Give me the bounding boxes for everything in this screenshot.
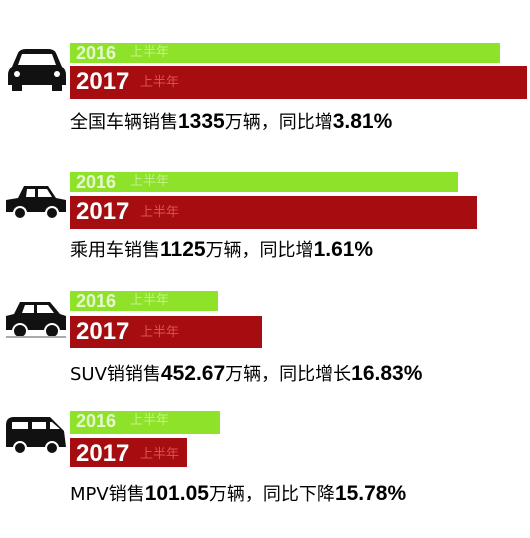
growth-rate: 1.61% <box>313 238 374 261</box>
summary-middle: 万辆，同比增 <box>205 240 314 261</box>
year-label: 2016 <box>76 172 117 192</box>
bar-2016: 2016 上半年 <box>70 43 500 63</box>
sales-number: 101.05 <box>144 482 209 505</box>
year-label: 2017 <box>76 68 130 95</box>
car-icon <box>6 302 66 339</box>
car-icon <box>6 186 66 220</box>
summary-text: SUV销销售452.67万辆，同比增长16.83% <box>70 360 422 386</box>
period-label: 上半年 <box>140 205 180 220</box>
period-label: 上半年 <box>140 75 180 90</box>
summary-middle: 万辆，同比下降 <box>208 484 335 505</box>
year-label: 2016 <box>76 291 117 311</box>
period-label: 上半年 <box>140 325 180 340</box>
summary-prefix: SUV销销售 <box>70 364 161 385</box>
period-label: 上半年 <box>130 293 170 308</box>
period-label: 上半年 <box>130 413 170 428</box>
year-label: 2017 <box>76 318 130 345</box>
summary-middle: 万辆，同比增 <box>224 112 333 133</box>
period-label: 上半年 <box>140 447 180 462</box>
sales-number: 1335 <box>178 110 225 133</box>
bar-2017: 2017 上半年 <box>70 316 262 348</box>
summary-prefix: 全国车辆销售 <box>70 112 178 133</box>
bar-2017: 2017 上半年 <box>70 66 527 99</box>
year-label: 2017 <box>76 440 130 467</box>
summary-text: 乘用车销售1125万辆，同比增1.61% <box>70 236 373 262</box>
bar-2017: 2017 上半年 <box>70 196 477 229</box>
bar-2016: 2016 上半年 <box>70 291 218 311</box>
bar-2016: 2016 上半年 <box>70 172 458 192</box>
growth-rate: 16.83% <box>351 362 423 385</box>
car-icon <box>6 417 66 455</box>
period-label: 上半年 <box>130 174 170 189</box>
summary-text: MPV销售101.05万辆，同比下降15.78% <box>70 480 406 506</box>
year-label: 2016 <box>76 411 117 431</box>
growth-rate: 15.78% <box>334 482 407 505</box>
year-label: 2016 <box>76 43 117 63</box>
summary-text: 全国车辆销售1335万辆，同比增3.81% <box>70 108 392 134</box>
period-label: 上半年 <box>130 45 170 60</box>
car-icon <box>8 49 66 91</box>
summary-prefix: MPV销售 <box>70 484 145 505</box>
summary-middle: 万辆，同比增长 <box>225 364 352 385</box>
growth-rate: 3.81% <box>332 110 393 133</box>
bar-2017: 2017 上半年 <box>70 438 187 467</box>
summary-prefix: 乘用车销售 <box>70 240 160 261</box>
bar-2016: 2016 上半年 <box>70 411 220 434</box>
sales-number: 1125 <box>160 238 206 261</box>
year-label: 2017 <box>76 198 130 225</box>
sales-number: 452.67 <box>160 362 226 385</box>
